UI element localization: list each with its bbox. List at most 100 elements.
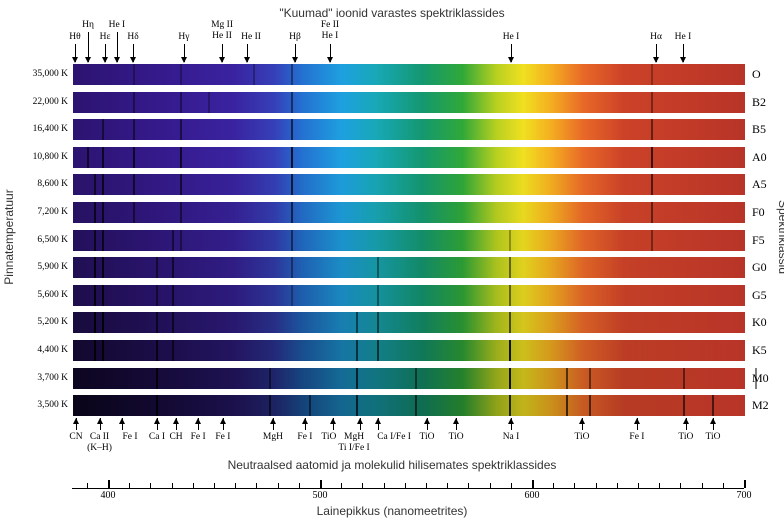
x-tick-label: 500	[312, 490, 328, 501]
label-text: Hε	[99, 32, 111, 42]
dim-overlay	[73, 312, 745, 334]
arrow-head-icon	[375, 418, 381, 424]
absorption-line	[171, 229, 174, 251]
absorption-line	[133, 146, 136, 168]
arrow-icon	[184, 44, 185, 62]
x-axis-label: Lainepikkus (nanomeetrites)	[316, 504, 468, 518]
top-title: "Kuumad" ioonid varastes spektriklasside…	[279, 6, 505, 20]
absorption-line	[356, 367, 359, 389]
spectral-class-label: F5	[752, 232, 765, 247]
arrow-icon	[511, 418, 512, 430]
absorption-line	[101, 146, 104, 168]
absorption-line	[377, 284, 380, 306]
x-axis-tick	[723, 483, 724, 488]
x-axis-tick	[426, 483, 427, 488]
absorption-line	[269, 395, 272, 417]
absorption-line	[180, 64, 183, 85]
temperature-label: 7,200 K	[37, 207, 68, 217]
temperature-label: 4,400 K	[37, 345, 68, 355]
label-text: MgH	[344, 432, 365, 442]
spectrum-band	[73, 174, 745, 196]
arrow-head-icon	[683, 418, 689, 424]
absorption-line	[94, 229, 96, 251]
top-line-label: Hε	[100, 32, 111, 43]
top-line-label: Mg II He II	[211, 20, 233, 42]
top-line-label: Hη	[82, 20, 94, 31]
absorption-line	[290, 119, 293, 141]
x-axis-tick	[490, 483, 491, 488]
arrow-head-icon	[680, 57, 686, 63]
dim-overlay	[73, 340, 745, 361]
y-axis-label-right: Spektriklassid	[776, 199, 784, 275]
arrow-head-icon	[653, 57, 659, 63]
temperature-label: 10,800 K	[32, 151, 68, 162]
absorption-line	[94, 174, 96, 196]
arrow-head-icon	[453, 418, 459, 424]
arrow-icon	[456, 418, 457, 430]
absorption-line	[651, 146, 654, 168]
x-axis-tick	[617, 483, 618, 488]
spectral-class-label: F0	[752, 205, 765, 219]
absorption-line	[290, 174, 293, 196]
top-line-label: Hγ	[178, 32, 189, 43]
absorption-line	[156, 340, 159, 361]
x-axis-tick	[256, 483, 257, 488]
label-text-2: He I	[321, 31, 339, 41]
arrow-head-icon	[634, 418, 640, 424]
dim-overlay	[73, 64, 745, 85]
label-text-2: Ti I/Fe I	[338, 443, 370, 453]
arrow-head-icon	[154, 418, 160, 424]
absorption-line	[94, 340, 96, 361]
absorption-line	[94, 284, 96, 306]
absorption-line	[133, 202, 136, 223]
label-text: Fe I	[297, 432, 313, 442]
arrow-icon	[247, 44, 248, 62]
dim-overlay	[73, 257, 745, 279]
label-text: Na I	[502, 432, 520, 442]
absorption-line	[589, 367, 592, 389]
label-text: Hγ	[178, 32, 190, 42]
bottom-line-label: Fe I	[122, 432, 137, 443]
spectrum-band	[73, 91, 745, 113]
dim-overlay	[73, 202, 745, 223]
x-axis-tick	[278, 483, 279, 488]
absorption-line	[86, 146, 89, 168]
temperature-label: 6,500 K	[37, 234, 68, 245]
arrow-icon	[656, 44, 657, 62]
dim-overlay	[73, 367, 745, 389]
absorption-line	[356, 340, 359, 361]
absorption-line	[171, 284, 174, 306]
absorption-line	[156, 367, 159, 389]
dim-overlay	[73, 395, 745, 417]
absorption-line	[133, 174, 136, 196]
arrow-icon	[117, 32, 118, 62]
label-text: He I	[502, 32, 520, 42]
arrow-head-icon	[173, 418, 179, 424]
spectral-class-label: A0	[752, 149, 767, 164]
temperature-label: 22,000 K	[32, 96, 68, 107]
arrow-head-icon	[119, 418, 125, 424]
dim-overlay	[73, 229, 745, 251]
absorption-line	[94, 202, 96, 223]
bottom-line-label: Fe I	[191, 432, 206, 443]
x-axis-tick	[362, 483, 363, 488]
absorption-line	[651, 91, 654, 113]
arrow-icon	[360, 418, 361, 430]
label-text: He I	[108, 20, 126, 30]
arrow-head-icon	[357, 418, 363, 424]
dim-overlay	[73, 174, 745, 196]
x-axis-tick	[172, 483, 173, 488]
x-axis-tick	[468, 483, 469, 488]
spectrum-band	[73, 340, 745, 361]
absorption-line	[508, 367, 511, 389]
x-tick-label: 400	[100, 490, 116, 501]
absorption-line	[356, 395, 359, 417]
x-axis-tick	[659, 483, 660, 488]
spectrum-band	[73, 146, 745, 168]
arrow-head-icon	[72, 57, 78, 63]
dim-overlay	[73, 91, 745, 113]
bottom-line-label: MgH	[263, 432, 283, 443]
absorption-line	[508, 229, 511, 251]
arrow-icon	[223, 418, 224, 430]
arrow-icon	[198, 418, 199, 430]
